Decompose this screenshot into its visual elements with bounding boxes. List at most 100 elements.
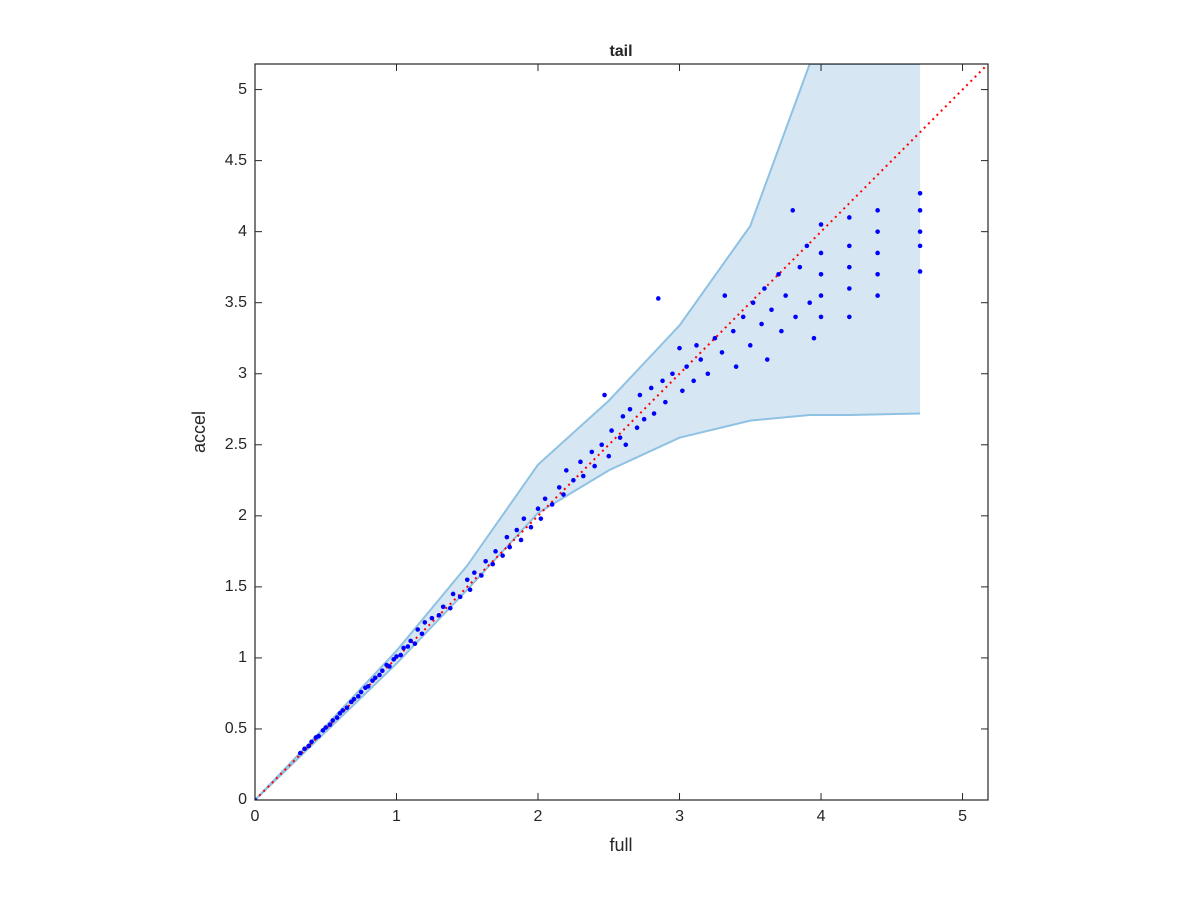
point [479,573,484,578]
point [602,392,607,398]
point [818,250,824,256]
point [917,190,923,196]
point [641,416,647,422]
point [337,711,343,716]
y-tick-label: 0.5 [225,720,247,737]
y-tick-label: 1 [238,649,247,666]
point [764,357,770,362]
point [917,243,923,249]
point [447,605,453,611]
y-tick-label: 3 [238,365,247,382]
point [691,378,696,384]
point [297,750,303,756]
point [783,293,788,298]
point [316,733,321,739]
point [847,264,852,270]
point [514,527,520,533]
point [670,371,675,377]
point [589,449,595,455]
point [348,699,354,705]
point [847,286,852,291]
x-tick-label: 2 [534,808,543,825]
point [358,689,364,695]
band-upper-edge [255,64,921,800]
x-tick-label: 4 [817,808,826,825]
x-tick-label: 0 [251,808,260,825]
point [542,496,548,502]
point [875,271,880,277]
point [365,684,371,689]
point [818,271,824,277]
y-tick-label: 4 [238,223,247,240]
point [398,652,404,658]
point [429,615,435,621]
point [847,215,852,220]
point [818,314,824,320]
x-axis-label: full [609,835,632,855]
point [730,328,736,334]
point [620,414,626,419]
point [875,229,880,234]
point [818,222,824,227]
point [779,328,784,334]
point [401,645,406,651]
point [334,715,340,720]
point [627,406,633,412]
point [327,722,333,727]
point [623,442,629,448]
x-tick-label: 5 [958,808,967,825]
point [464,577,470,583]
point [490,561,496,567]
point [521,516,527,521]
plot-area [255,64,988,800]
point [412,641,418,647]
point [528,524,534,530]
point [769,307,774,313]
point [330,718,336,723]
axes-box [254,63,989,801]
point [617,435,623,440]
point [663,399,668,405]
point [719,350,725,355]
point [592,463,597,469]
point [483,558,488,564]
point [302,746,307,752]
point [917,208,923,213]
point [320,728,326,733]
point [323,725,329,730]
y-tick-label: 2.5 [225,436,247,453]
point [762,286,767,291]
point [340,708,346,713]
point [504,534,510,540]
point [705,371,711,377]
point [377,672,382,678]
band-area [255,64,921,800]
point [797,264,803,270]
point [847,314,852,320]
point [606,453,612,459]
point [655,296,661,301]
point [450,591,456,597]
point [580,473,586,479]
y-tick-label: 5 [238,81,247,98]
point [436,612,442,618]
point [564,468,569,473]
point [500,553,505,558]
point [344,705,350,710]
point [518,537,524,543]
point [722,293,728,298]
point [811,335,817,341]
y-tick-label: 0 [238,791,247,808]
point [712,335,718,341]
point [394,654,399,659]
point [380,668,385,674]
point [309,739,314,745]
point [750,300,756,306]
point [387,664,392,669]
point [684,364,689,369]
point [440,604,446,610]
point [422,620,428,625]
point [405,644,411,649]
point [419,631,425,637]
